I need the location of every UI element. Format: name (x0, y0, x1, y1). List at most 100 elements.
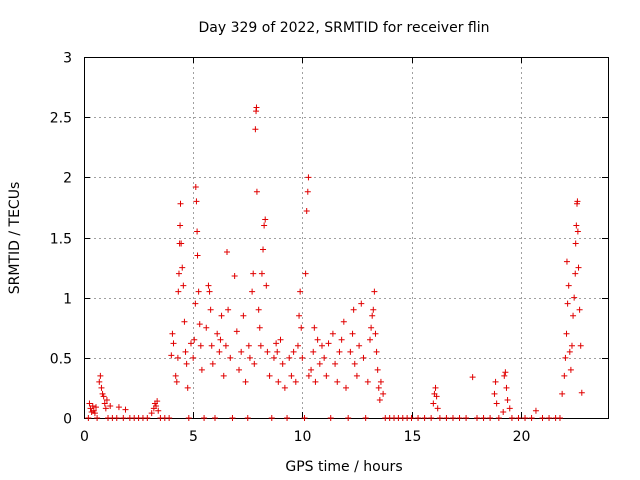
data-point (177, 222, 184, 229)
data-point (268, 415, 275, 421)
data-point (325, 340, 332, 347)
data-point (205, 282, 212, 289)
data-point (250, 270, 257, 277)
data-point (375, 384, 382, 391)
data-point (86, 400, 93, 407)
data-point (270, 354, 277, 361)
axis-ticks (84, 57, 608, 419)
data-point (224, 248, 231, 255)
data-point (502, 369, 509, 376)
data-point (244, 415, 251, 421)
data-point (380, 390, 387, 397)
data-point (351, 360, 358, 367)
data-point (217, 336, 224, 343)
data-point (115, 404, 122, 411)
data-point (203, 324, 210, 331)
data-point (572, 270, 579, 277)
y-tick-label: 0.5 (50, 352, 72, 368)
data-point (487, 415, 494, 421)
data-point (170, 340, 177, 347)
data-point (98, 384, 105, 391)
y-tick-label: 1 (63, 292, 72, 308)
data-point (192, 183, 199, 190)
data-point (421, 415, 428, 421)
x-tick-label: 10 (294, 429, 312, 445)
data-point (155, 407, 162, 414)
data-point (302, 270, 309, 277)
data-point (578, 389, 585, 396)
data-point (253, 104, 260, 111)
data-point (209, 360, 216, 367)
x-tick-label: 20 (513, 429, 531, 445)
data-point (436, 415, 443, 421)
data-point (321, 354, 328, 361)
data-point (573, 222, 580, 229)
data-point (290, 348, 297, 355)
data-point (172, 372, 179, 379)
data-point (368, 324, 375, 331)
data-point (238, 348, 245, 355)
data-point (216, 348, 223, 355)
data-point (562, 354, 569, 361)
data-point (503, 384, 510, 391)
data-point (207, 306, 214, 313)
data-point (493, 400, 500, 407)
data-point (198, 366, 205, 373)
data-point (433, 393, 440, 400)
data-point (101, 400, 108, 407)
data-point (180, 282, 187, 289)
data-point (343, 384, 349, 391)
data-point (329, 330, 336, 337)
data-point (148, 410, 155, 417)
data-point (187, 340, 194, 347)
data-point (177, 200, 184, 207)
data-point (262, 216, 269, 223)
data-point (316, 360, 323, 367)
data-point (561, 372, 568, 379)
data-point (434, 405, 441, 412)
data-point (432, 384, 439, 391)
data-point (178, 240, 185, 247)
data-point (296, 312, 303, 319)
data-point (192, 300, 199, 307)
data-point (430, 400, 437, 407)
y-tick-label: 1.5 (50, 232, 72, 248)
data-point (102, 405, 109, 412)
data-point (251, 360, 258, 367)
data-point (97, 372, 104, 379)
data-point (246, 354, 253, 361)
data-point (312, 378, 319, 385)
data-point (103, 396, 110, 403)
data-point (249, 288, 256, 295)
data-point (154, 398, 161, 405)
data-point (194, 252, 201, 259)
data-point (255, 306, 262, 313)
y-tick-label: 2 (63, 171, 72, 187)
data-point (372, 330, 379, 337)
data-point (193, 198, 200, 205)
data-point (252, 126, 259, 133)
data-point (100, 393, 107, 400)
data-point (175, 288, 182, 295)
data-point (227, 354, 234, 361)
data-point (275, 378, 282, 385)
data-point (303, 208, 310, 215)
x-tick-label: 5 (189, 429, 198, 445)
data-point (332, 360, 339, 367)
data-point (570, 312, 577, 319)
data-point (449, 415, 456, 421)
data-point (358, 300, 365, 307)
data-point (480, 415, 487, 421)
data-point (122, 406, 129, 413)
data-point (274, 348, 281, 355)
data-point (318, 342, 325, 349)
data-point (179, 264, 186, 271)
data-point (310, 348, 317, 355)
data-point (297, 288, 304, 295)
data-point (93, 404, 100, 411)
data-point (253, 188, 260, 195)
data-point (233, 328, 240, 335)
data-point (356, 342, 363, 349)
data-point (197, 342, 204, 349)
